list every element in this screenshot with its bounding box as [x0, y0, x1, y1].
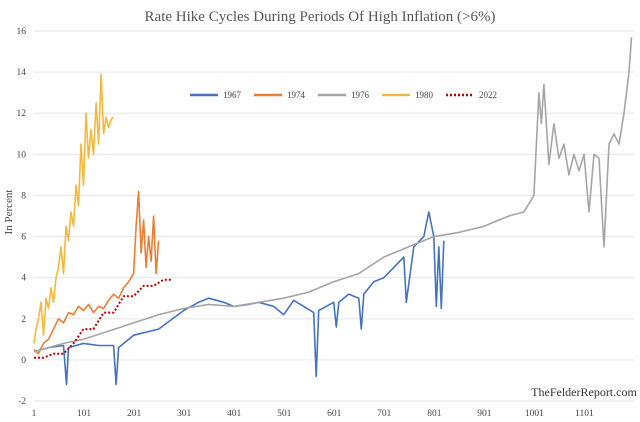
x-tick-label: 701	[377, 409, 392, 419]
legend-label: 1976	[351, 90, 370, 100]
gridlines	[34, 30, 634, 402]
x-tick-labels: 1 101 201 301 401 501 601 701 801 901 1001 1101	[32, 409, 594, 419]
series-line-1976	[33, 37, 633, 353]
x-tick-label: 901	[477, 409, 492, 419]
y-tick-label: 14	[17, 68, 27, 78]
legend-label: 1974	[287, 90, 306, 100]
watermark: TheFelderReport.com	[531, 385, 637, 399]
legend-label: 2022	[479, 90, 497, 100]
x-tick-label: 601	[327, 409, 342, 419]
x-tick-label: 1101	[575, 409, 594, 419]
x-tick-label: 1001	[525, 409, 544, 419]
y-tick-label: -2	[18, 397, 26, 407]
y-tick-label: 10	[17, 150, 27, 160]
series-line-1967	[33, 211, 445, 386]
y-tick-label: 4	[21, 274, 26, 284]
x-tick-label: 201	[127, 409, 142, 419]
x-tick-label: 501	[277, 409, 292, 419]
x-tick-label: 1	[32, 409, 37, 419]
y-tick-label: 12	[17, 109, 27, 119]
legend: 1967 1974 1976 1980 2022	[190, 90, 497, 100]
y-axis-label: In Percent	[3, 190, 15, 235]
x-tick-label: 801	[427, 409, 442, 419]
y-tick-label: 2	[21, 315, 26, 325]
legend-label: 1967	[223, 90, 242, 100]
x-tick-label: 401	[227, 409, 242, 419]
y-tick-label: 8	[21, 191, 26, 201]
y-tick-label: 6	[21, 233, 26, 243]
series-line-1974	[33, 190, 160, 355]
series-line-1980	[33, 73, 115, 344]
x-tick-label: 301	[177, 409, 192, 419]
series-lines	[33, 37, 633, 386]
y-tick-label: 0	[21, 356, 26, 366]
chart-title: Rate Hike Cycles During Periods Of High …	[145, 9, 496, 25]
x-tick-label: 101	[77, 409, 92, 419]
y-tick-label: 16	[17, 27, 27, 37]
y-tick-labels: -2 0 2 4 6 8 10 12 14 16	[17, 27, 27, 407]
legend-label: 1980	[415, 90, 434, 100]
